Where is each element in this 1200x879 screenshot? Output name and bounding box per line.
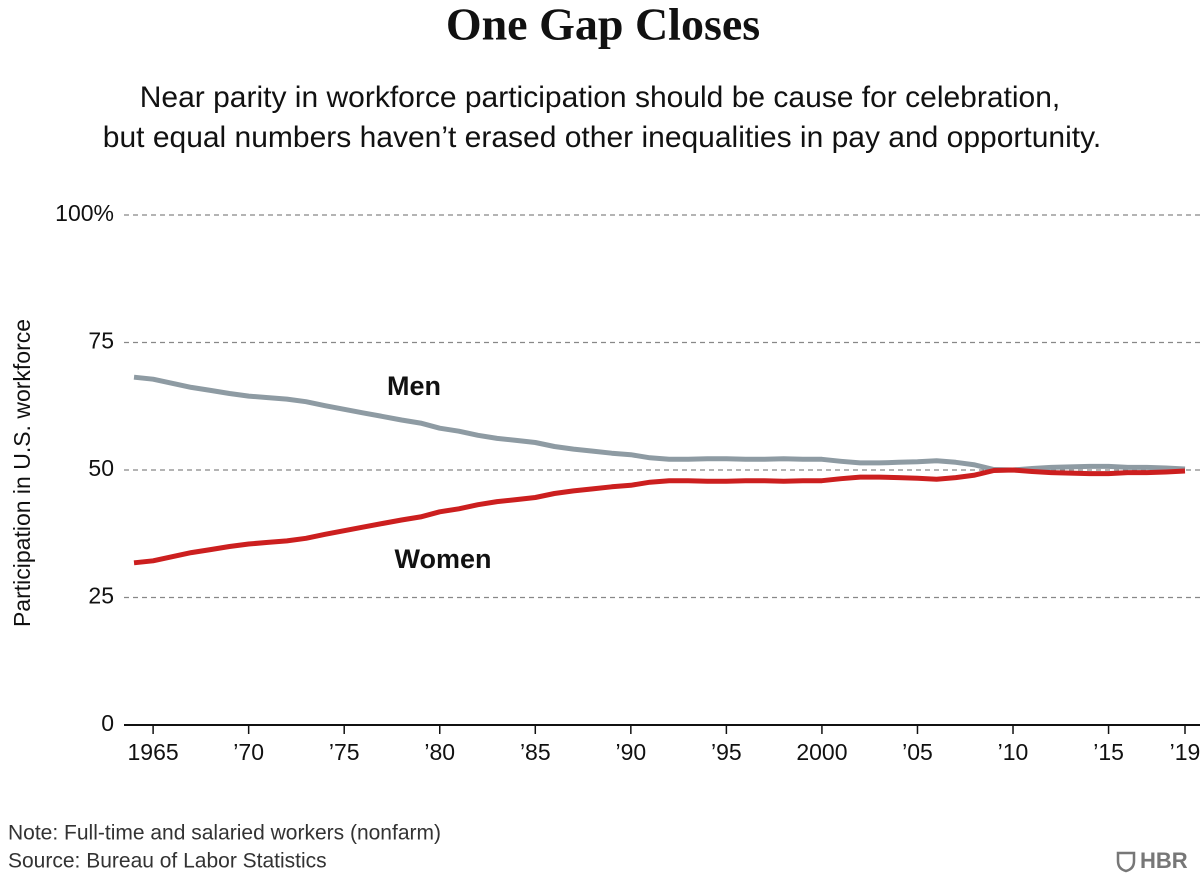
x-tick-label: ’90 xyxy=(615,739,646,765)
series-label: Men xyxy=(387,371,441,401)
x-tick-label: ’19 xyxy=(1170,739,1200,765)
x-tick-label: 2000 xyxy=(796,739,847,765)
y-tick-label: 25 xyxy=(88,583,114,609)
subtitle: but equal numbers haven’t erased other i… xyxy=(103,121,1101,154)
y-axis-label: Participation in U.S. workforce xyxy=(9,319,35,627)
y-tick-label: 50 xyxy=(88,455,114,481)
x-tick-label: ’70 xyxy=(233,739,264,765)
x-tick-label: ’80 xyxy=(424,739,455,765)
series-label: Women xyxy=(394,544,491,574)
logo-icon xyxy=(1116,851,1136,873)
x-tick-label: 1965 xyxy=(128,739,179,765)
y-tick-label: 0 xyxy=(101,710,114,736)
series-line xyxy=(133,374,1186,473)
y-tick-label: 100% xyxy=(55,200,114,226)
subtitle: Near parity in workforce participation s… xyxy=(140,81,1060,114)
note: Source: Bureau of Labor Statistics xyxy=(8,850,327,873)
x-tick-label: ’15 xyxy=(1093,739,1124,765)
x-tick-label: ’95 xyxy=(711,739,742,765)
chart-title: One Gap Closes xyxy=(446,0,760,50)
logo: HBR xyxy=(1140,848,1188,873)
x-tick-label: ’05 xyxy=(902,739,933,765)
x-tick-label: ’85 xyxy=(520,739,551,765)
y-tick-label: 75 xyxy=(88,328,114,354)
note: Note: Full-time and salaried workers (no… xyxy=(8,822,441,845)
x-tick-label: ’75 xyxy=(329,739,360,765)
series-line xyxy=(133,467,1186,566)
x-tick-label: ’10 xyxy=(998,739,1029,765)
